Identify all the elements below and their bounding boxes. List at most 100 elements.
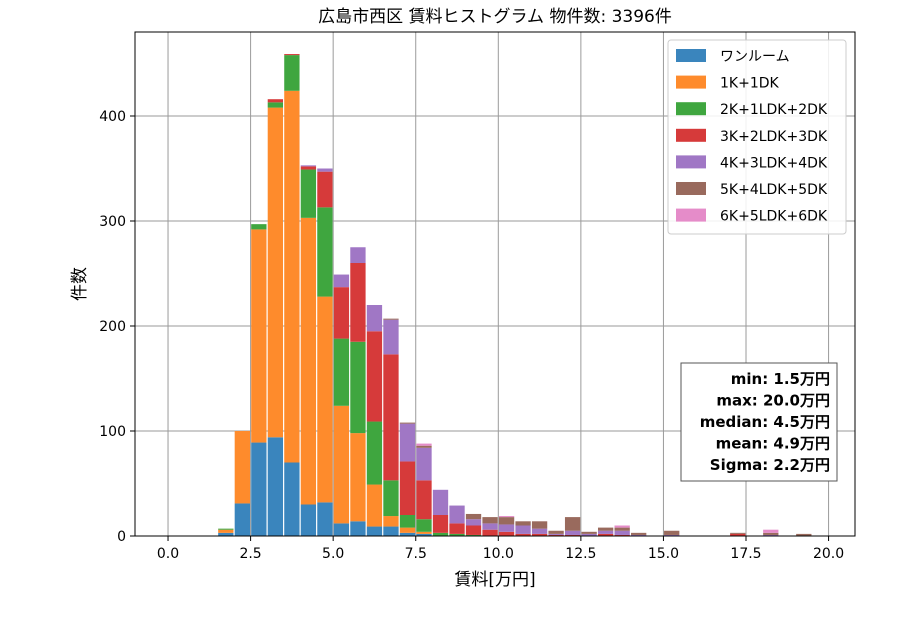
bar-segment — [763, 532, 779, 535]
bar-segment — [614, 527, 630, 531]
bar-segment — [432, 515, 449, 533]
bar-segment — [548, 533, 564, 535]
plot-frame — [134, 31, 856, 537]
bar-segment — [449, 523, 465, 534]
x-tick-label: 12.5 — [565, 546, 596, 562]
bar-segment — [614, 530, 630, 535]
legend-swatch — [676, 208, 706, 222]
stats-line: min: 1.5万円 — [731, 370, 830, 388]
series-5-bars — [300, 165, 779, 536]
bar-segment — [251, 442, 267, 536]
bar-segment — [465, 534, 482, 536]
x-tick-label: 0.0 — [157, 546, 179, 562]
y-tick-label: 300 — [99, 214, 126, 230]
bar-segment — [498, 524, 515, 532]
chart-title: 広島市西区 賃料ヒストグラム 物件数: 3396件 — [318, 7, 672, 27]
y-tick-label: 400 — [99, 109, 126, 125]
series-1-bars — [218, 437, 432, 536]
bar-segment — [449, 533, 465, 536]
bar-segment — [763, 534, 779, 536]
bar-segment — [548, 530, 564, 534]
bar-segment — [399, 461, 416, 515]
bar-segment — [730, 532, 746, 534]
series-7-bars — [416, 443, 779, 533]
bar-segment — [730, 533, 746, 536]
bar-segment — [300, 169, 317, 218]
bar-segment — [383, 319, 399, 355]
bar-segment — [597, 527, 614, 531]
bar-segment — [267, 107, 284, 438]
bar-segment — [399, 422, 416, 424]
bar-segment — [317, 168, 333, 172]
bar-segment — [300, 166, 317, 170]
stats-frame — [680, 362, 838, 482]
bar-segment — [416, 531, 432, 534]
x-tick-label: 15.0 — [648, 546, 679, 562]
bar-segment — [366, 331, 383, 422]
legend-swatch — [676, 49, 706, 62]
bar-segment — [664, 530, 680, 535]
bar-segment — [366, 305, 383, 332]
bar-segment — [284, 462, 300, 536]
series-3-bars — [218, 55, 482, 536]
x-tick-label: 7.5 — [405, 546, 427, 562]
bar-segment — [581, 533, 597, 536]
bar-segment — [465, 519, 482, 526]
series-6-bars — [383, 318, 812, 536]
bar-segment — [465, 513, 482, 520]
bar-segment — [350, 263, 366, 342]
bar-segment — [515, 521, 531, 526]
bar-segment — [564, 530, 581, 535]
x-axis-label: 賃料[万円] — [454, 570, 535, 590]
legend-label: 3K+2LDK+3DK — [720, 129, 828, 145]
stats-line: median: 4.5万円 — [700, 413, 830, 431]
bar-segment — [416, 447, 432, 481]
bar-segment — [383, 480, 399, 517]
bar-segment — [366, 484, 383, 527]
bar-segment — [515, 533, 531, 536]
bar-segment — [531, 521, 548, 529]
series-2-bars — [218, 90, 432, 534]
bars — [218, 54, 812, 536]
bar-segment — [664, 534, 680, 536]
bar-segment — [548, 534, 564, 536]
bar-segment — [597, 530, 614, 534]
bar-segment — [498, 517, 515, 525]
bar-segment — [366, 421, 383, 485]
bar-segment — [366, 526, 383, 536]
bar-segment — [531, 533, 548, 536]
bar-segment — [581, 531, 597, 534]
bar-segment — [234, 503, 250, 536]
x-tick-label: 20.0 — [813, 546, 844, 562]
bar-segment — [416, 480, 432, 520]
bar-segment — [383, 526, 399, 536]
bar-segment — [333, 405, 350, 524]
bar-segment — [482, 523, 498, 530]
bar-segment — [515, 525, 531, 534]
bar-segment — [317, 502, 333, 536]
legend-label: 6K+5LDK+6DK — [720, 209, 828, 225]
bar-segment — [284, 55, 300, 91]
bar-segment — [300, 504, 317, 536]
legend: ワンルーム 1K+1DK 2K+1LDK+2DK 3K+2LDK+3DK 4K+3LDK… — [667, 39, 847, 235]
bar-segment — [383, 318, 399, 320]
bar-segment — [416, 443, 432, 446]
bar-segment — [218, 528, 234, 530]
bar-segment — [482, 529, 498, 536]
x-tick-label: 17.5 — [730, 546, 761, 562]
bar-segment — [251, 229, 267, 443]
bar-segment — [317, 207, 333, 297]
x-axis-ticks: 0.0 2.5 5.0 7.5 10.0 12.5 15.0 17.5 20.0 — [157, 536, 844, 562]
bar-segment — [218, 529, 234, 533]
bar-segment — [317, 296, 333, 503]
bar-segment — [383, 354, 399, 481]
bar-segment — [631, 534, 647, 536]
bar-segment — [399, 527, 416, 533]
bar-segment — [300, 217, 317, 505]
bar-segment — [416, 533, 432, 536]
series-4-bars — [267, 54, 746, 536]
bar-segment — [531, 528, 548, 534]
legend-label: ワンルーム — [720, 49, 790, 65]
bar-segment — [399, 515, 416, 528]
y-tick-label: 0 — [117, 529, 126, 545]
